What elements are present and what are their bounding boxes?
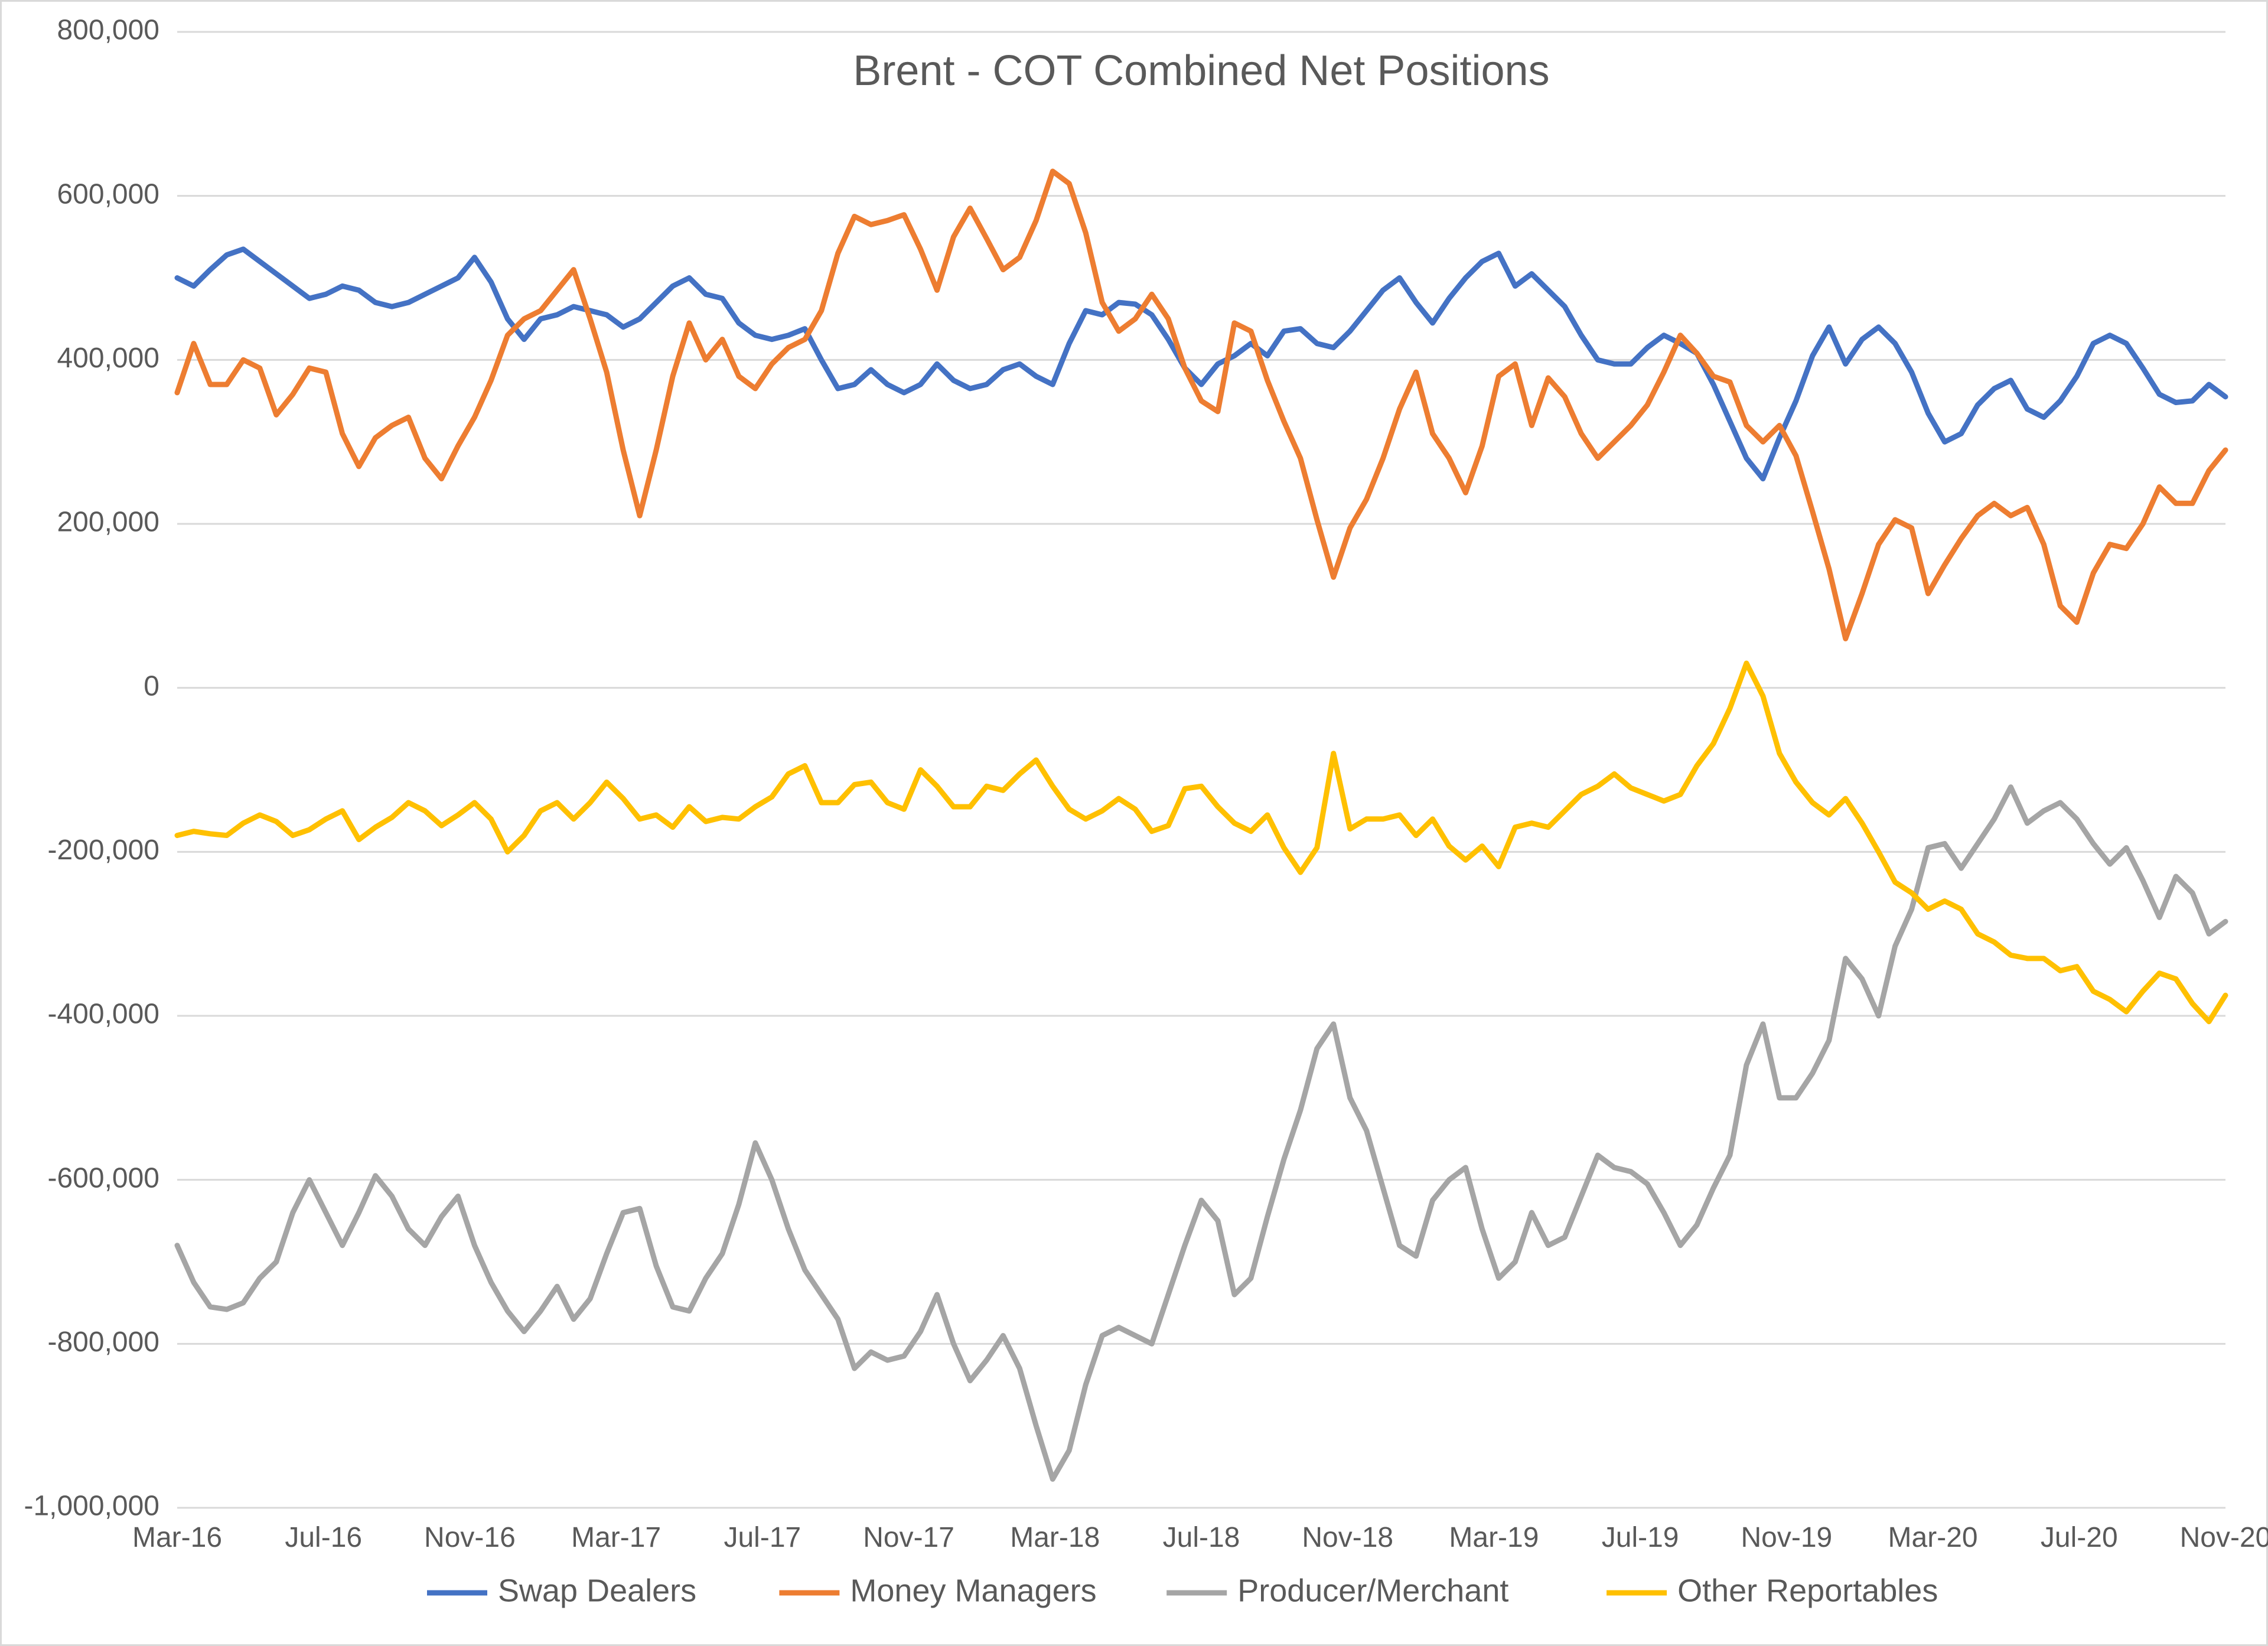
legend-label: Other Reportables: [1677, 1573, 1938, 1608]
x-tick-label: Jul-17: [724, 1522, 801, 1553]
y-tick-label: 400,000: [57, 343, 159, 374]
x-tick-label: Nov-17: [863, 1522, 954, 1553]
line-chart: -1,000,000 -800,000 -600,000 -400,000 -200,0…: [0, 0, 2268, 1645]
x-tick-label: Mar-20: [1888, 1522, 1978, 1553]
x-axis-labels: Mar-16 Jul-16 Nov-16 Mar-17 Jul-17 Nov-17 Mar-…: [132, 1522, 2268, 1553]
chart-svg: -1,000,000 -800,000 -600,000 -400,000 -200,0…: [0, 0, 2268, 1646]
y-tick-label: -1,000,000: [24, 1491, 159, 1522]
x-tick-label: Nov-18: [1302, 1522, 1393, 1553]
chart-title: Brent - COT Combined Net Positions: [853, 47, 1549, 94]
x-tick-label: Mar-19: [1449, 1522, 1539, 1553]
x-tick-label: Mar-16: [132, 1522, 222, 1553]
x-tick-label: Jul-18: [1163, 1522, 1240, 1553]
legend-label: Swap Dealers: [498, 1573, 696, 1608]
x-tick-label: Jul-19: [1602, 1522, 1679, 1553]
y-tick-label: -200,000: [48, 835, 160, 866]
y-tick-label: 0: [144, 670, 159, 702]
y-tick-label: 200,000: [57, 507, 159, 538]
y-tick-label: -800,000: [48, 1326, 160, 1358]
x-tick-label: Mar-17: [571, 1522, 661, 1553]
x-tick-label: Jul-20: [2041, 1522, 2118, 1553]
y-tick-label: 600,000: [57, 178, 159, 210]
x-tick-label: Nov-16: [424, 1522, 516, 1553]
x-tick-label: Nov-20: [2180, 1522, 2268, 1553]
x-tick-label: Jul-16: [285, 1522, 362, 1553]
y-tick-label: -400,000: [48, 999, 160, 1030]
y-tick-label: -600,000: [48, 1162, 160, 1194]
x-tick-label: Mar-18: [1010, 1522, 1100, 1553]
legend-label: Money Managers: [850, 1573, 1096, 1608]
legend-label: Producer/Merchant: [1237, 1573, 1508, 1608]
x-tick-label: Nov-19: [1741, 1522, 1832, 1553]
y-tick-label: 800,000: [57, 15, 159, 46]
